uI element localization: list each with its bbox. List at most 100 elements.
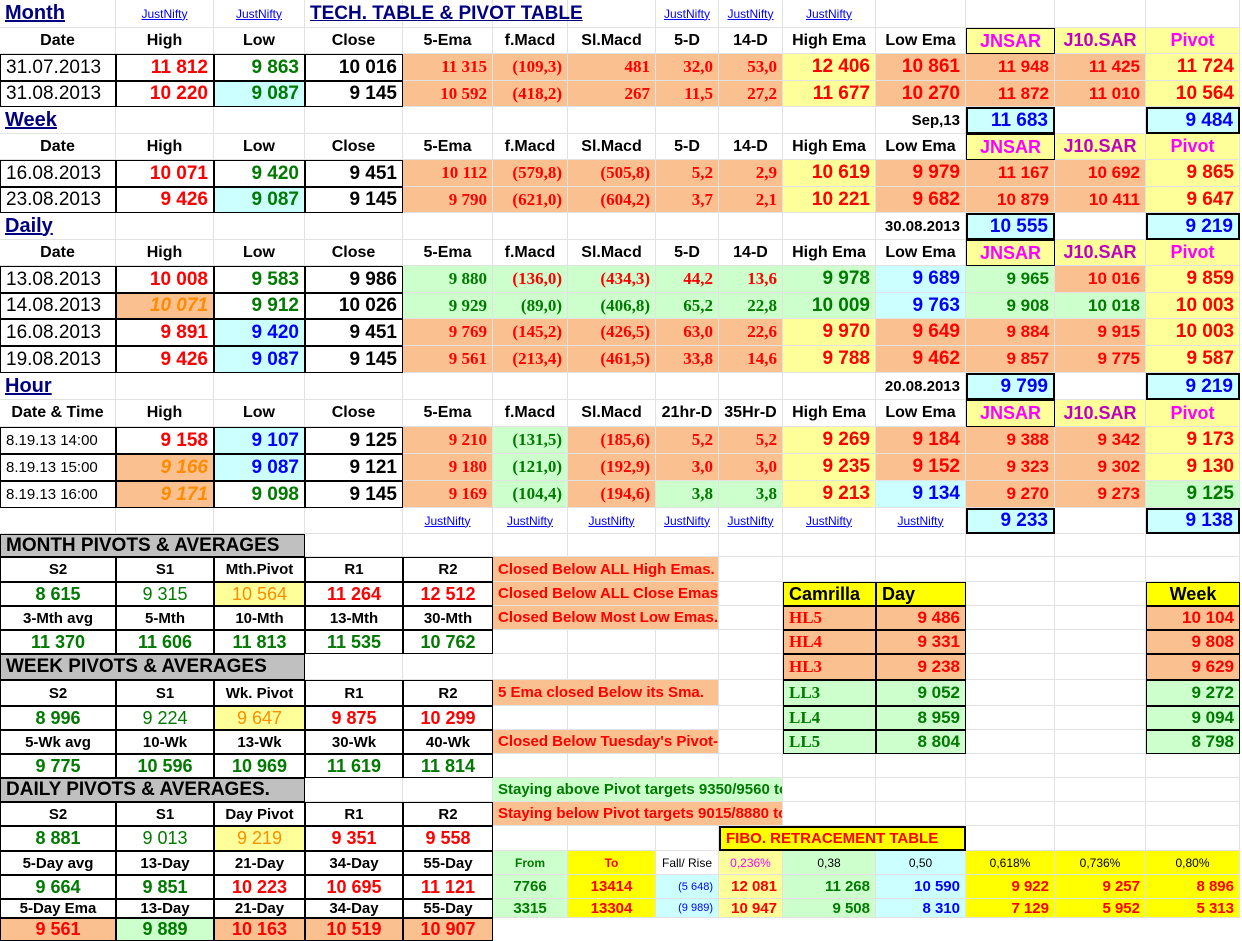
grid-cell[interactable] — [656, 630, 719, 654]
justnifty-link[interactable]: JustNifty — [719, 0, 783, 28]
camrilla-week-value[interactable]: 8 798 — [1146, 730, 1240, 754]
pivot-section-title[interactable]: MONTH PIVOTS & AVERAGES — [0, 534, 305, 557]
camrilla-day-header[interactable]: Day — [876, 582, 966, 606]
table-cell[interactable]: 9 587 — [1146, 346, 1240, 373]
column-header[interactable]: Low Ema — [876, 400, 966, 427]
grid-cell[interactable] — [568, 754, 656, 778]
column-header[interactable]: Pivot — [1146, 28, 1240, 54]
summary-date[interactable]: Sep,13 — [876, 107, 966, 134]
pivot-header[interactable]: 13-Wk — [214, 730, 305, 754]
pivot-header[interactable]: 40-Wk — [403, 730, 493, 754]
column-header[interactable]: Date — [0, 134, 116, 160]
grid-cell[interactable] — [966, 534, 1055, 557]
table-cell[interactable]: 9 420 — [214, 319, 305, 346]
grid-cell[interactable] — [876, 802, 966, 826]
camrilla-level[interactable]: LL3 — [783, 680, 876, 706]
camrilla-week-value[interactable]: 9 629 — [1146, 654, 1240, 680]
fibo-value[interactable]: 12 081 — [719, 875, 783, 899]
pivot-value[interactable]: 11 121 — [403, 875, 493, 899]
grid-cell[interactable] — [305, 213, 403, 240]
table-cell[interactable]: 9 166 — [116, 454, 214, 481]
justnifty-link[interactable]: JustNifty — [783, 508, 876, 534]
table-cell[interactable]: 9 342 — [1055, 427, 1146, 454]
table-cell[interactable]: (461,5) — [568, 346, 656, 373]
table-cell[interactable]: (194,6) — [568, 481, 656, 508]
table-cell[interactable]: 9 426 — [116, 346, 214, 373]
pivot-value[interactable]: 9 851 — [116, 875, 214, 899]
grid-cell[interactable] — [568, 630, 656, 654]
summary-jnsar[interactable]: 9 233 — [966, 508, 1055, 534]
pivot-header[interactable]: 3-Mth avg — [0, 606, 116, 630]
grid-cell[interactable] — [493, 534, 568, 557]
pivot-header[interactable]: R1 — [305, 557, 403, 582]
fibo-value[interactable]: 11 268 — [783, 875, 876, 899]
table-cell[interactable]: 16.08.2013 — [0, 319, 116, 346]
table-cell[interactable]: 9 462 — [876, 346, 966, 373]
table-cell[interactable]: 9 788 — [783, 346, 876, 373]
pivot-header[interactable]: 30-Mth — [403, 606, 493, 630]
pivot-header[interactable]: S2 — [0, 802, 116, 826]
grid-cell[interactable] — [966, 680, 1055, 706]
table-cell[interactable]: 10 564 — [1146, 81, 1240, 107]
grid-cell[interactable] — [403, 778, 493, 802]
column-header[interactable]: Date & Time — [0, 400, 116, 427]
table-cell[interactable]: 9 426 — [116, 187, 214, 213]
column-header[interactable]: Low — [214, 134, 305, 160]
column-header[interactable]: Close — [305, 134, 403, 160]
note-text[interactable]: Staying above Pivot targets 9350/9560 to… — [493, 778, 783, 802]
table-cell[interactable]: 9 169 — [403, 481, 493, 508]
table-cell[interactable]: (109,3) — [493, 54, 568, 81]
table-cell[interactable]: 9 125 — [1146, 481, 1240, 508]
column-header[interactable]: f.Macd — [493, 240, 568, 266]
grid-cell[interactable] — [876, 778, 966, 802]
pivot-header[interactable]: Day Pivot — [214, 802, 305, 826]
table-cell[interactable]: 9 978 — [783, 266, 876, 293]
table-cell[interactable]: 10 619 — [783, 160, 876, 187]
grid-cell[interactable] — [876, 754, 966, 778]
grid-cell[interactable] — [719, 730, 783, 754]
pivot-value[interactable]: 10 564 — [214, 582, 305, 606]
table-cell[interactable]: 3,8 — [719, 481, 783, 508]
fibo-header[interactable]: 0,236% — [719, 851, 783, 875]
pivot-header[interactable]: 5-Wk avg — [0, 730, 116, 754]
table-cell[interactable]: 10 003 — [1146, 293, 1240, 319]
table-cell[interactable]: 11 425 — [1055, 54, 1146, 81]
grid-cell[interactable] — [966, 778, 1055, 802]
pivot-value[interactable]: 11 619 — [305, 754, 403, 778]
fibo-value[interactable]: 5 313 — [1146, 899, 1240, 918]
grid-cell[interactable] — [305, 534, 403, 557]
grid-cell[interactable] — [568, 213, 656, 240]
grid-cell[interactable] — [1055, 754, 1146, 778]
table-cell[interactable]: 31.08.2013 — [0, 81, 116, 107]
grid-cell[interactable] — [1055, 508, 1146, 534]
camrilla-week-value[interactable]: 9 272 — [1146, 680, 1240, 706]
column-header[interactable]: 14-D — [719, 28, 783, 54]
pivot-header[interactable]: R2 — [403, 802, 493, 826]
summary-pivot[interactable]: 9 484 — [1146, 107, 1240, 134]
grid-cell[interactable] — [116, 107, 214, 134]
fibo-header[interactable]: To — [568, 851, 656, 875]
table-cell[interactable]: 11 948 — [966, 54, 1055, 81]
table-cell[interactable]: 9 210 — [403, 427, 493, 454]
table-cell[interactable]: 10 879 — [966, 187, 1055, 213]
grid-cell[interactable] — [783, 778, 876, 802]
table-cell[interactable]: 9 213 — [783, 481, 876, 508]
pivot-value[interactable]: 9 647 — [214, 706, 305, 730]
summary-date[interactable]: 20.08.2013 — [876, 373, 966, 400]
grid-cell[interactable] — [656, 706, 719, 730]
grid-cell[interactable] — [305, 778, 403, 802]
column-header[interactable]: Sl.Macd — [568, 400, 656, 427]
grid-cell[interactable] — [0, 508, 116, 534]
grid-cell[interactable] — [966, 730, 1055, 754]
camrilla-week-value[interactable]: 10 104 — [1146, 606, 1240, 630]
fibo-value[interactable]: 7 129 — [966, 899, 1055, 918]
table-cell[interactable]: 3,7 — [656, 187, 719, 213]
grid-cell[interactable] — [656, 534, 719, 557]
grid-cell[interactable] — [1055, 534, 1146, 557]
grid-cell[interactable] — [719, 534, 783, 557]
fibo-value[interactable]: 10 947 — [719, 899, 783, 918]
table-cell[interactable]: 32,0 — [656, 54, 719, 81]
table-cell[interactable]: 9 121 — [305, 454, 403, 481]
summary-pivot[interactable]: 9 219 — [1146, 213, 1240, 240]
column-header[interactable]: Sl.Macd — [568, 28, 656, 54]
